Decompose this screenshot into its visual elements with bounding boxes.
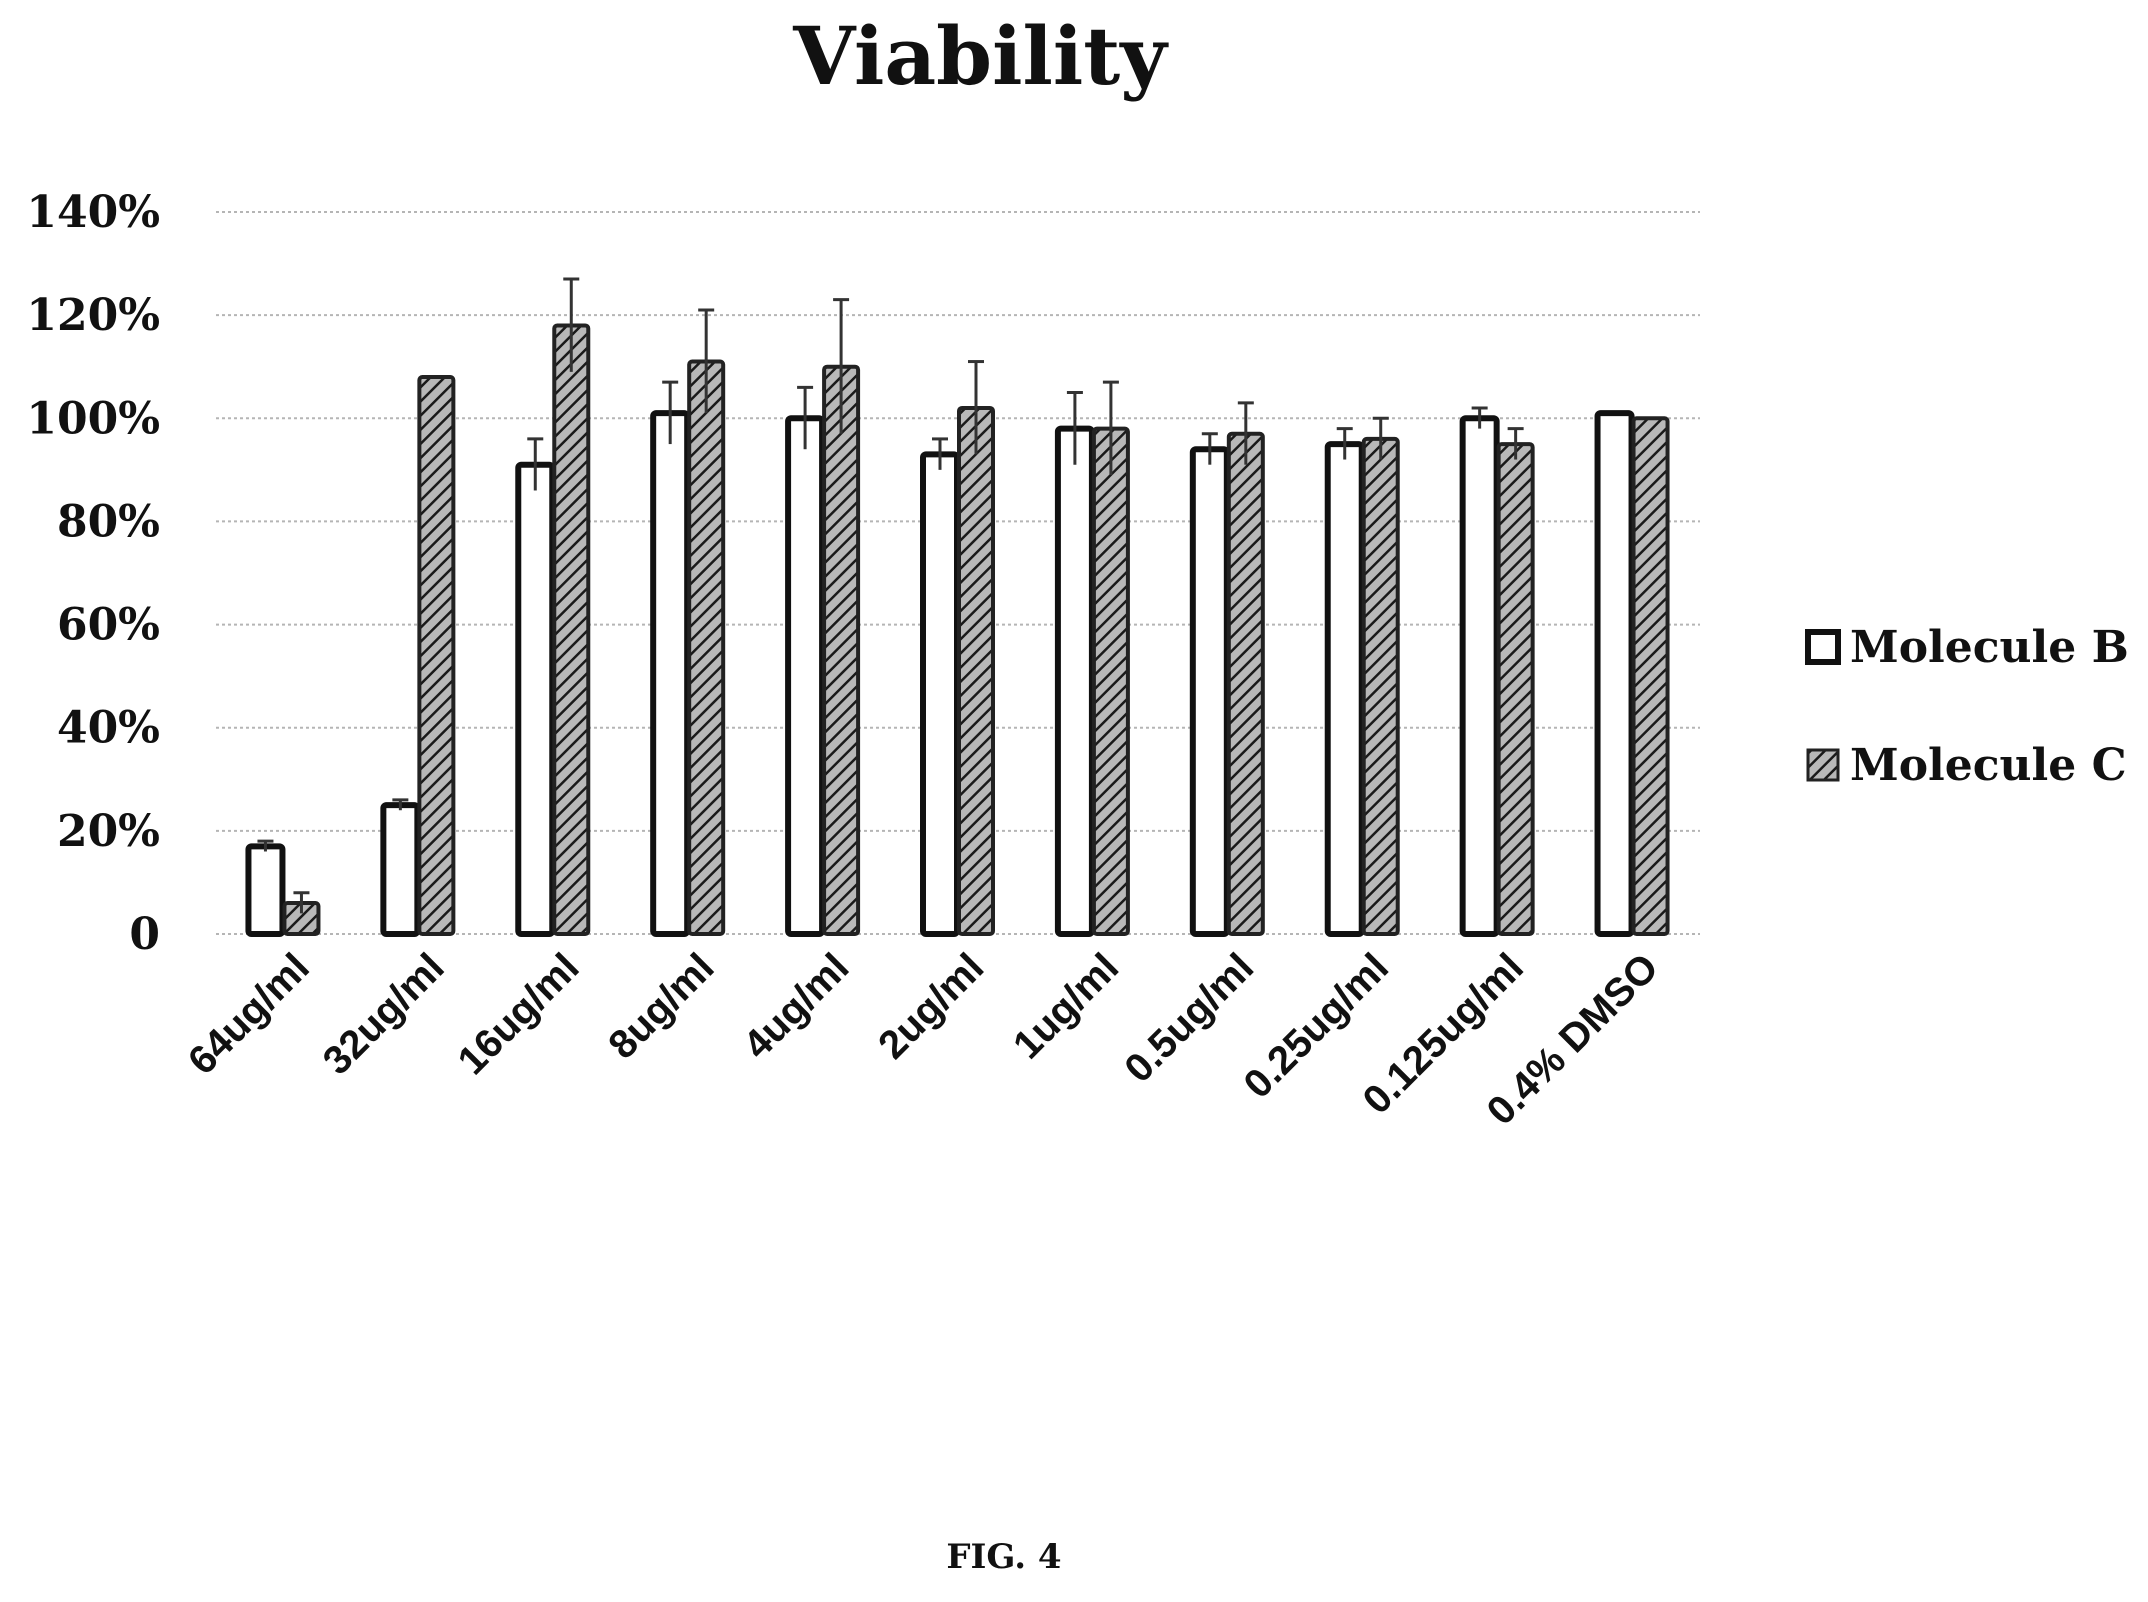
x-tick-label: 16ug/ml — [450, 945, 588, 1083]
bar-molecule-b — [785, 415, 826, 937]
bar-molecule-c — [822, 364, 861, 936]
x-tick-label: 1ug/ml — [1005, 945, 1127, 1067]
bars — [245, 323, 1670, 937]
bar-molecule-c — [417, 375, 456, 936]
legend-label: Molecule C — [1850, 740, 2127, 791]
error-bars — [257, 277, 1524, 914]
legend: Molecule B Molecule C — [1805, 622, 2129, 791]
bar-molecule-b — [650, 410, 691, 937]
x-tick-label: 2ug/ml — [870, 945, 992, 1067]
x-tick-label: 32ug/ml — [315, 945, 453, 1083]
bar-molecule-b — [245, 843, 286, 937]
gridlines — [216, 211, 1700, 935]
chart-title: Viability — [792, 9, 1169, 103]
bar-molecule-c — [687, 359, 726, 936]
bar-molecule-c — [1226, 431, 1265, 936]
bar-molecule-b — [1054, 425, 1095, 937]
y-tick-label: 80% — [57, 496, 160, 547]
bar-molecule-b — [515, 461, 556, 937]
bar-molecule-b — [1324, 441, 1365, 937]
y-tick-label: 60% — [57, 600, 160, 651]
bar-molecule-c — [1091, 426, 1130, 936]
bar-molecule-c — [552, 323, 591, 936]
bar-molecule-b — [1189, 446, 1230, 937]
bar-molecule-c — [1631, 416, 1670, 936]
bar-molecule-c — [957, 405, 995, 936]
x-tick-label: 64ug/ml — [180, 945, 318, 1083]
bar-molecule-b — [920, 451, 960, 937]
legend-swatch-molecule-b — [1805, 629, 1841, 665]
y-tick-label: 120% — [26, 290, 160, 341]
x-tick-label: 8ug/ml — [600, 945, 722, 1067]
bar-molecule-c — [1361, 436, 1400, 936]
figure-caption: FIG. 4 — [946, 1537, 1061, 1577]
bar-molecule-b — [1594, 410, 1635, 937]
x-tick-label: 4ug/ml — [735, 945, 857, 1067]
bar-molecule-b — [1459, 415, 1500, 937]
legend-swatch-molecule-c — [1806, 748, 1840, 782]
x-tick-label: 0.5ug/ml — [1116, 945, 1262, 1091]
bar-molecule-c — [1496, 442, 1535, 936]
bar-molecule-b — [380, 802, 421, 937]
y-tick-label: 140% — [26, 187, 160, 238]
legend-label: Molecule B — [1850, 622, 2129, 673]
y-axis: 0 20% 40% 60% 80% 100% 120% 140% — [26, 187, 160, 960]
y-tick-label: 0 — [129, 909, 160, 960]
y-tick-label: 40% — [57, 703, 160, 754]
y-tick-label: 100% — [26, 393, 160, 444]
y-tick-label: 20% — [57, 806, 160, 857]
